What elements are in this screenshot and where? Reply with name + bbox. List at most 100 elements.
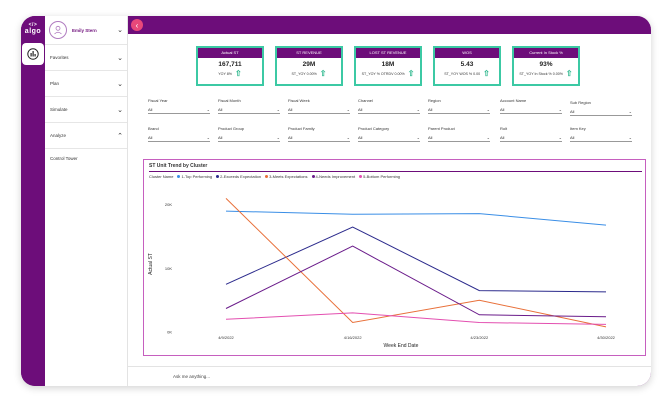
product-group-select[interactable]: All ⌄ <box>218 135 280 142</box>
arrow-up-icon: ⇧ <box>235 69 242 78</box>
filter-item-key: Item Key All ⌄ <box>570 126 632 142</box>
arrow-up-icon: ⇧ <box>319 69 327 78</box>
chevron-up-icon: ⌃ <box>117 132 123 140</box>
kpi-card-wos: WOS 5.43 ST_YOY WOS % 0.00 ⇧ <box>433 46 501 86</box>
chart-legend: Cluster Name 1-Top Performing 2-Exceeds E… <box>149 174 400 179</box>
rolt-select[interactable]: All ⌄ <box>500 135 562 142</box>
legend-label: 4-Needs Improvement <box>315 174 356 179</box>
chevron-down-icon[interactable]: ⌄ <box>117 27 123 34</box>
app-window: </> algo Emily Stern ⌄ Favorites <box>21 16 651 386</box>
sidebar-item-plan[interactable]: Plan ⌄ <box>45 71 127 97</box>
channel-select[interactable]: All ⌄ <box>358 107 420 114</box>
arrow-up-icon: ⇧ <box>565 69 573 78</box>
sidebar-item-control-tower[interactable]: Control Tower <box>50 155 78 161</box>
chevron-down-icon: ⌄ <box>486 107 490 112</box>
x-axis-label: Week End Date <box>384 343 419 349</box>
filter-parent-product: Parent Product All ⌄ <box>428 126 490 142</box>
bar-chart-icon <box>27 48 39 60</box>
chevron-down-icon: ⌄ <box>206 135 210 140</box>
y-tick-label: 0K <box>167 330 172 335</box>
sub-region-select[interactable]: All ⌄ <box>570 109 632 116</box>
filter-fiscal-year: Fiscal Year All ⌄ <box>148 98 210 114</box>
sidebar-item-analyze[interactable]: Analyze ⌃ <box>45 123 127 149</box>
fiscal-week-select[interactable]: All ⌄ <box>288 107 350 114</box>
st-unit-trend-chart: ST Unit Trend by Cluster Cluster Name 1-… <box>143 159 646 356</box>
x-tick-label: 4/9/2022 <box>218 335 234 340</box>
legend-dot <box>265 175 269 178</box>
legend-item[interactable]: 3-Meets Expectations <box>265 174 308 179</box>
chevron-down-icon: ⌄ <box>558 107 562 112</box>
filter-fiscal-month: Fiscal Month All ⌄ <box>218 98 280 114</box>
legend-item[interactable]: 1-Top Performing <box>177 174 212 179</box>
logo-mark-icon: </> <box>28 22 38 28</box>
fiscal-month-select[interactable]: All ⌄ <box>218 107 280 114</box>
y-tick-label: 20K <box>165 202 172 207</box>
legend-item[interactable]: 4-Needs Improvement <box>311 174 356 179</box>
series-line <box>225 198 607 328</box>
x-tick-label: 4/16/2022 <box>344 335 363 340</box>
chevron-down-icon: ⌄ <box>416 107 420 112</box>
chevron-down-icon: ⌄ <box>486 135 490 140</box>
brand-select[interactable]: All ⌄ <box>148 135 210 142</box>
series-line <box>225 226 607 293</box>
top-bar: ‹ <box>128 16 651 34</box>
algo-logo: </> algo <box>24 22 42 35</box>
chevron-down-icon: ⌄ <box>117 106 123 114</box>
analytics-nav-button[interactable] <box>22 43 44 65</box>
legend-label: 1-Top Performing <box>181 174 213 179</box>
kpi-card-actual-st: Actual ST 167,711 YOY 8% ⇧ <box>196 46 264 86</box>
filter-account-name: Account Name All ⌄ <box>500 98 562 114</box>
filter-rolt: Rolt All ⌄ <box>500 126 562 142</box>
y-tick-label: 10K <box>165 266 172 271</box>
x-tick-label: 4/30/2022 <box>597 335 616 340</box>
filter-fiscal-week: Fiscal Week All ⌄ <box>288 98 350 114</box>
legend-dot <box>177 175 181 178</box>
user-menu[interactable]: Emily Stern ⌄ <box>45 16 127 45</box>
filter-sub-region: Sub Region All ⌄ <box>570 100 632 116</box>
fiscal-year-select[interactable]: All ⌄ <box>148 107 210 114</box>
parent-product-select[interactable]: All ⌄ <box>428 135 490 142</box>
series-line <box>225 312 607 325</box>
line-chart-svg: 0K 10K 20K 4/9/2022 4/16/2022 4/23/2022 4/30/2… <box>148 198 616 349</box>
chevron-down-icon: ⌄ <box>346 107 350 112</box>
chart-title: ST Unit Trend by Cluster <box>149 163 208 169</box>
chevron-down-icon: ⌄ <box>628 135 632 140</box>
chart-title-divider <box>149 171 642 172</box>
filter-product-category: Product Category All ⌄ <box>358 126 420 142</box>
chevron-down-icon: ⌄ <box>346 135 350 140</box>
legend-title: Cluster Name <box>149 174 174 179</box>
region-select[interactable]: All ⌄ <box>428 107 490 114</box>
legend-dot <box>216 175 220 178</box>
back-button[interactable]: ‹ <box>131 19 143 31</box>
series-line <box>225 210 607 226</box>
legend-label: 3-Meets Expectations <box>269 174 308 179</box>
filter-product-group: Product Group All ⌄ <box>218 126 280 142</box>
legend-label: 5-Bottom Performing <box>363 174 401 179</box>
sidebar-item-simulate[interactable]: Simulate ⌄ <box>45 97 127 123</box>
filter-brand: Brand All ⌄ <box>148 126 210 142</box>
chevron-down-icon: ⌄ <box>276 135 280 140</box>
legend-item[interactable]: 5-Bottom Performing <box>359 174 400 179</box>
ask-input[interactable]: Ask me anything... <box>128 366 651 386</box>
sidebar-item-favorites[interactable]: Favorites ⌄ <box>45 45 127 71</box>
arrow-up-icon: ⇧ <box>483 69 490 78</box>
chevron-down-icon: ⌄ <box>117 80 123 88</box>
kpi-card-st-revenue: ST REVENUE 29M ST_YOY 0.00% ⇧ <box>275 46 343 86</box>
app-rail: </> algo <box>21 16 45 386</box>
series-line <box>225 245 607 318</box>
sidebar: Emily Stern ⌄ Favorites ⌄ Plan ⌄ Simulat… <box>45 16 128 386</box>
item-key-select[interactable]: All ⌄ <box>570 135 632 142</box>
account-name-select[interactable]: All ⌄ <box>500 107 562 114</box>
chevron-left-icon: ‹ <box>135 20 139 30</box>
arrow-up-icon: ⇧ <box>407 69 415 78</box>
filter-product-family: Product Family All ⌄ <box>288 126 350 142</box>
product-category-select[interactable]: All ⌄ <box>358 135 420 142</box>
chevron-down-icon: ⌄ <box>558 135 562 140</box>
chevron-down-icon: ⌄ <box>206 107 210 112</box>
user-icon <box>54 25 62 35</box>
product-family-select[interactable]: All ⌄ <box>288 135 350 142</box>
chevron-down-icon: ⌄ <box>117 54 123 62</box>
legend-item[interactable]: 2-Exceeds Expectation <box>216 174 261 179</box>
user-name: Emily Stern <box>72 27 97 33</box>
y-axis-label: Actual ST <box>148 253 154 275</box>
